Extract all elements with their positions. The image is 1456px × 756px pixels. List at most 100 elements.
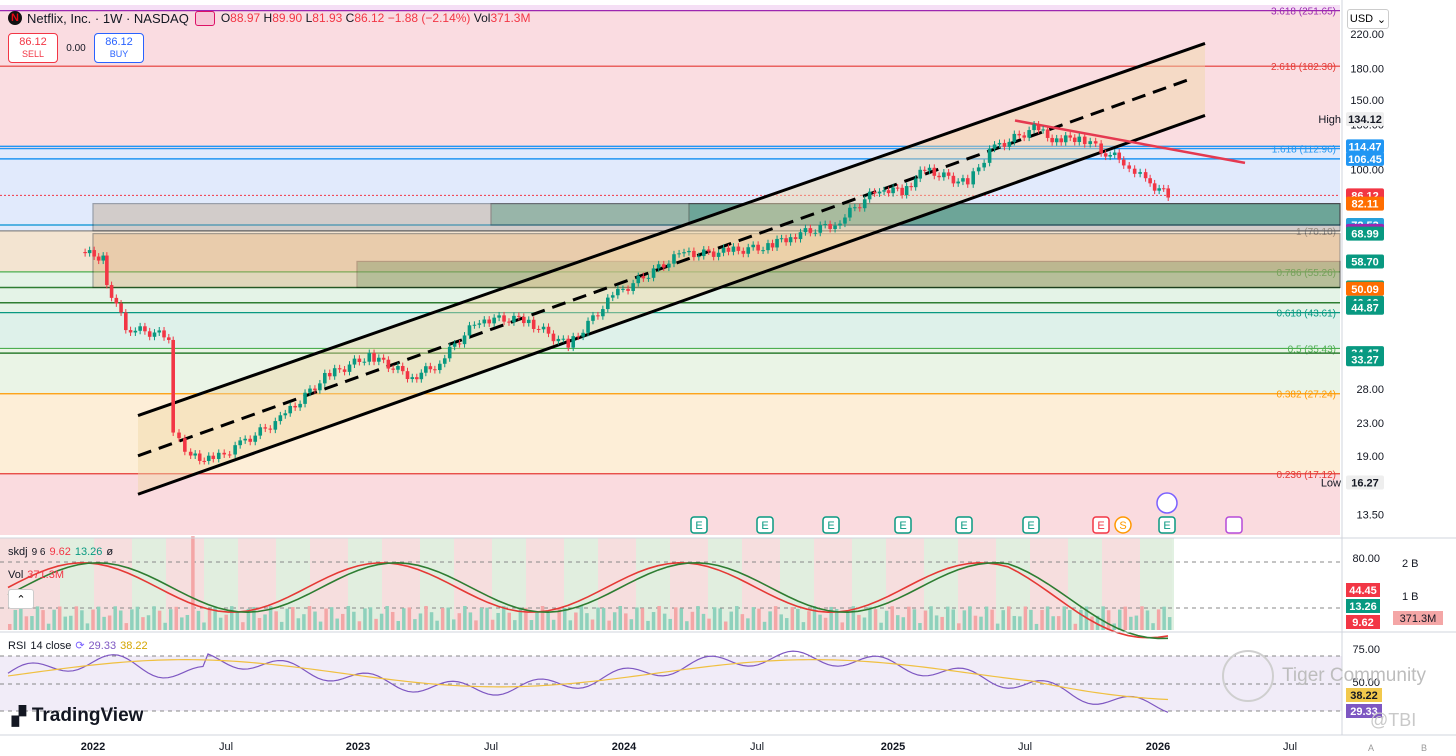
price-tick: 180.00 — [1350, 63, 1384, 75]
earnings-marker[interactable] — [1158, 516, 1176, 534]
earnings-marker[interactable] — [690, 516, 708, 534]
ohlc-values: O88.97 H89.90 L81.93 C86.12 −1.88 (−2.14… — [221, 11, 531, 25]
volume-bar — [862, 617, 867, 630]
volume-bar — [457, 613, 462, 630]
split-marker[interactable] — [1114, 516, 1132, 534]
candle-body — [288, 405, 293, 414]
volume-bar — [168, 609, 173, 630]
volume-last-badge — [1393, 611, 1443, 625]
candle-body — [248, 438, 253, 442]
volume-bar — [418, 613, 423, 630]
candle-body — [386, 359, 391, 369]
zone-box[interactable] — [688, 203, 1341, 226]
corner-b: B — [1421, 743, 1428, 753]
rsi-settings-icon[interactable]: ⟳ — [75, 640, 85, 652]
skdj-legend[interactable]: skdj 9 6 9.62 13.26 ø — [8, 546, 113, 558]
volume-bar — [635, 607, 639, 630]
time-tick: 2026 — [1146, 741, 1170, 753]
dividend-icon[interactable] — [1156, 492, 1178, 514]
buy-button[interactable]: 86.12 BUY — [94, 33, 144, 63]
earnings-marker[interactable] — [822, 516, 840, 534]
rsi-axis-tick: 50.00 — [1352, 677, 1380, 689]
earnings-marker[interactable] — [1022, 516, 1040, 534]
visibility-toggle-icon[interactable] — [194, 10, 215, 26]
volume-legend[interactable]: Vol 371.3M — [8, 569, 64, 581]
collapse-legend-button[interactable]: ⌃ — [8, 589, 34, 609]
volume-bar — [1045, 606, 1050, 630]
candle-body — [467, 325, 472, 336]
candle-body — [342, 369, 347, 372]
price-label-value: 44.87 — [1351, 303, 1379, 315]
volume-bar — [102, 616, 106, 630]
candle-body — [487, 319, 492, 324]
candle-body — [1007, 141, 1012, 147]
candle-body — [610, 295, 615, 298]
volume-bar — [1056, 616, 1061, 630]
candle-body — [405, 371, 410, 380]
volume-bar — [884, 610, 889, 630]
volume-bar — [279, 621, 284, 630]
volume-bar — [568, 620, 573, 630]
rsi-legend[interactable]: RSI 14 close ⟳ 29.33 38.22 — [8, 639, 148, 653]
channel-mid-line[interactable] — [137, 78, 1188, 458]
time-axis[interactable] — [0, 735, 1456, 756]
candle-body — [522, 316, 526, 324]
price-axis[interactable] — [1342, 0, 1456, 540]
future-earnings-marker[interactable] — [1225, 516, 1243, 534]
channel-lower-line[interactable] — [137, 113, 1206, 496]
volume-bar — [185, 614, 190, 630]
fib-level-label: 3.618 (251.65) — [1271, 7, 1336, 18]
time-tick: Jul — [219, 741, 233, 753]
volume-bar — [440, 608, 445, 630]
rsi-value-label: 38.22 — [1350, 690, 1378, 702]
sell-button[interactable]: 86.12 SELL — [8, 33, 58, 63]
volume-bar — [1140, 606, 1144, 630]
candle-body — [278, 415, 283, 422]
ohlc-key: C — [345, 11, 355, 25]
price-label-badge — [1346, 475, 1384, 490]
price-label-value: 33.27 — [1351, 354, 1379, 366]
volume-bar — [485, 607, 489, 630]
candle-body — [298, 403, 302, 408]
symbol-header[interactable]: N Netflix, Inc. · 1W · NASDAQ O88.97 H89… — [8, 9, 530, 27]
channel-upper-line[interactable] — [137, 42, 1206, 417]
earnings-marker-label: E — [1027, 520, 1034, 532]
volume-bar — [452, 619, 456, 630]
volume-bar — [230, 606, 234, 630]
earnings-marker[interactable] — [894, 516, 912, 534]
candle-body — [227, 454, 232, 456]
rsi-axis-tick: 75.00 — [1352, 644, 1380, 656]
volume-bar — [1023, 606, 1028, 630]
volume-bar — [918, 623, 922, 630]
candle-body — [352, 358, 357, 365]
volume-bar — [579, 606, 584, 630]
volume-bar — [390, 611, 395, 630]
volume-bar — [435, 620, 439, 630]
candle-body — [677, 253, 681, 255]
candle-body — [581, 332, 585, 337]
candle-body — [1041, 129, 1045, 131]
earnings-marker[interactable] — [955, 516, 973, 534]
currency-selector[interactable]: USD ⌄ — [1347, 9, 1389, 29]
fib-level-label: 0.236 (17.12) — [1277, 470, 1337, 481]
volume-bar — [74, 606, 79, 630]
volume-bar — [19, 606, 23, 630]
volume-bar — [1040, 609, 1044, 630]
price-tick: 150.00 — [1350, 95, 1384, 107]
candle-body — [124, 312, 128, 331]
earnings-marker[interactable] — [756, 516, 774, 534]
volume-bar — [329, 607, 334, 630]
price-label-value: 68.99 — [1351, 229, 1379, 241]
volume-bar — [496, 612, 500, 630]
fib-zone — [0, 5, 1340, 11]
volume-bar — [551, 619, 556, 630]
candle-body — [1117, 152, 1122, 160]
zone-box[interactable] — [92, 233, 1341, 289]
downtrend-line[interactable] — [1014, 119, 1246, 165]
candle-body — [1161, 188, 1166, 190]
ohlc-value: 86.12 — [354, 11, 388, 25]
earnings-marker[interactable] — [1092, 516, 1110, 534]
zone-box[interactable] — [92, 203, 1341, 232]
volume-bar — [191, 536, 195, 630]
